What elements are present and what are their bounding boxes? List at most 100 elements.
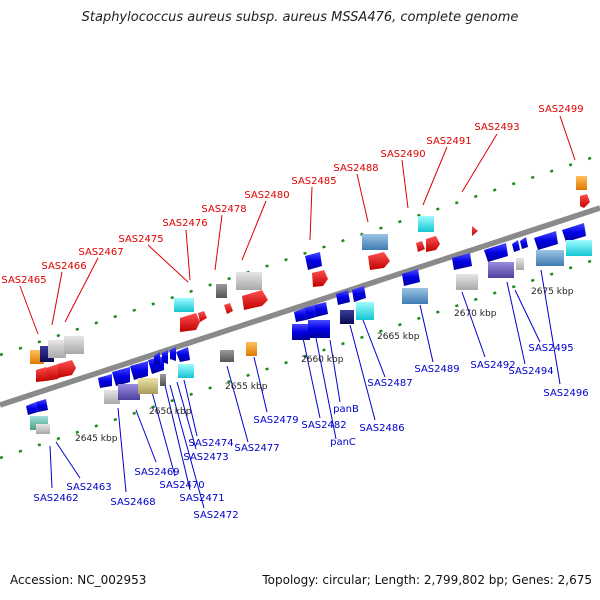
gene-arrow bbox=[580, 194, 590, 208]
gene-label: SAS2486 bbox=[359, 423, 404, 434]
gene-block bbox=[292, 324, 310, 340]
gene-block bbox=[216, 284, 227, 298]
reverse-genes bbox=[26, 223, 592, 434]
blue-leader-lines bbox=[49, 269, 561, 509]
gene-label: SAS2476 bbox=[162, 218, 207, 229]
gene-block bbox=[220, 350, 234, 362]
red-gene-labels: SAS2465 SAS2466 SAS2467 SAS2475 SAS2476 … bbox=[1, 104, 583, 286]
gene-label: SAS2482 bbox=[301, 420, 346, 431]
gene-label: SAS2475 bbox=[118, 234, 163, 245]
kbp-label: 2675 kbp bbox=[531, 287, 574, 297]
gene-arrow bbox=[36, 399, 48, 412]
gene-label: SAS2470 bbox=[159, 480, 204, 491]
gene-arrow bbox=[452, 253, 472, 270]
gene-block bbox=[305, 252, 322, 270]
gene-label: SAS2473 bbox=[183, 452, 228, 463]
gene-label: SAS2493 bbox=[474, 122, 519, 133]
kbp-label: 2670 kbp bbox=[454, 309, 497, 319]
gene-block bbox=[340, 310, 354, 324]
red-leader-lines bbox=[19, 115, 576, 335]
gene-arrow bbox=[294, 308, 306, 322]
gene-arrow bbox=[224, 303, 233, 314]
gene-block bbox=[160, 374, 166, 386]
genome-summary-text: Topology: circular; Length: 2,799,802 bp… bbox=[262, 573, 592, 587]
gene-arrow bbox=[352, 286, 366, 302]
gene-arrow bbox=[562, 223, 586, 242]
gene-arrow bbox=[170, 347, 176, 361]
gene-arrow bbox=[402, 269, 420, 286]
gene-block bbox=[104, 390, 120, 404]
gene-label: SAS2466 bbox=[41, 261, 86, 272]
genome-title: Staphylococcus aureus subsp. aureus MSSA… bbox=[81, 10, 519, 25]
gene-arrow bbox=[484, 243, 508, 262]
gene-label: SAS2492 bbox=[470, 360, 515, 371]
gene-block bbox=[178, 364, 194, 378]
kbp-label: 2645 kbp bbox=[75, 434, 118, 444]
gene-label: SAS2478 bbox=[201, 204, 246, 215]
gene-arrow bbox=[242, 290, 268, 310]
gene-label: SAS2477 bbox=[234, 443, 279, 454]
gene-arrow bbox=[176, 347, 190, 362]
gene-arrow bbox=[98, 374, 112, 388]
gene-label: SAS2467 bbox=[78, 247, 123, 258]
gene-label: SAS2465 bbox=[1, 275, 46, 286]
kbp-labels: 2645 kbp 2650 kbp 2655 kbp 2660 kbp 2665… bbox=[75, 287, 574, 444]
gene-block bbox=[48, 340, 66, 358]
gene-arrow bbox=[26, 402, 38, 415]
kbp-label: 2660 kbp bbox=[301, 355, 344, 365]
gene-label: SAS2489 bbox=[414, 364, 459, 375]
gene-block bbox=[488, 262, 514, 278]
gene-block bbox=[418, 216, 434, 232]
gene-label: SAS2494 bbox=[508, 366, 553, 377]
gene-label: SAS2469 bbox=[134, 467, 179, 478]
gene-label: SAS2472 bbox=[193, 510, 238, 521]
gene-label: panC bbox=[330, 437, 356, 448]
gene-arrow bbox=[512, 240, 520, 252]
gene-block bbox=[576, 176, 587, 190]
gene-arrow bbox=[368, 252, 390, 270]
gene-arrow bbox=[472, 226, 478, 236]
gene-arrow bbox=[312, 270, 328, 287]
gene-label: SAS2491 bbox=[426, 136, 471, 147]
gene-block bbox=[236, 272, 262, 290]
gene-label: SAS2463 bbox=[66, 482, 111, 493]
gene-label: SAS2496 bbox=[543, 388, 588, 399]
gene-block bbox=[362, 234, 388, 250]
gene-label: SAS2462 bbox=[33, 493, 78, 504]
gene-label: SAS2487 bbox=[367, 378, 412, 389]
gene-block bbox=[356, 302, 374, 320]
gene-arrow bbox=[336, 290, 350, 305]
genome-backbone bbox=[0, 205, 600, 408]
gene-block bbox=[308, 320, 330, 338]
gene-label: SAS2488 bbox=[333, 163, 378, 174]
gene-label: SAS2499 bbox=[538, 104, 583, 115]
kbp-label: 2655 kbp bbox=[225, 382, 268, 392]
gene-arrow bbox=[314, 302, 328, 317]
gene-block bbox=[402, 288, 428, 304]
gene-label: SAS2479 bbox=[253, 415, 298, 426]
gene-label: SAS2468 bbox=[110, 497, 155, 508]
blue-gene-labels: SAS2462 SAS2463 SAS2468 SAS2469 SAS2470 … bbox=[33, 343, 588, 521]
gene-block bbox=[36, 424, 50, 434]
gene-arrow bbox=[520, 237, 528, 249]
gene-arrow bbox=[112, 367, 130, 386]
gene-label: SAS2480 bbox=[244, 190, 289, 201]
accession-text: Accession: NC_002953 bbox=[10, 573, 147, 587]
gene-arrow bbox=[416, 241, 425, 252]
gene-block bbox=[174, 298, 194, 312]
lower-tick-track bbox=[0, 256, 600, 460]
kbp-label: 2650 kbp bbox=[149, 407, 192, 417]
gene-label: SAS2495 bbox=[528, 343, 573, 354]
gene-arrow bbox=[154, 352, 160, 366]
gene-block bbox=[516, 258, 524, 270]
gene-label: panB bbox=[333, 404, 359, 415]
gene-block bbox=[246, 342, 257, 356]
gene-arrow bbox=[426, 236, 440, 252]
gene-block bbox=[456, 274, 478, 290]
forward-genes bbox=[30, 176, 587, 364]
gene-arrow bbox=[130, 361, 148, 380]
gene-arrow bbox=[180, 313, 200, 332]
gene-arrow bbox=[198, 311, 207, 322]
gene-arrow bbox=[304, 305, 316, 320]
gene-block bbox=[536, 250, 564, 266]
